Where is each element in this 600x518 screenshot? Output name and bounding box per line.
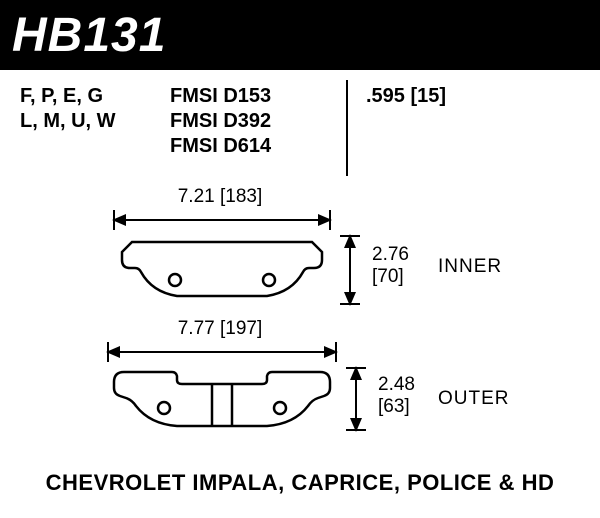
figure-area: 7.21 [183] 2.76 [70] INNER 7.77 [197] <box>0 190 600 470</box>
inner-width-mm: [183] <box>220 186 262 207</box>
footer-title: CHEVROLET IMPALA, CAPRICE, POLICE & HD <box>0 470 600 496</box>
compounds-line-1: F, P, E, G <box>20 84 170 109</box>
fmsi-1: FMSI D153 <box>170 84 340 109</box>
part-number: HB131 <box>12 8 166 63</box>
inner-side-label: INNER <box>438 256 502 278</box>
outer-side-label: OUTER <box>438 388 510 410</box>
inner-height-mm: [70] <box>372 266 409 288</box>
outer-height-arrow <box>344 366 368 432</box>
outer-width-arrow <box>106 340 338 364</box>
fmsi-column: FMSI D153 FMSI D392 FMSI D614 <box>170 84 340 159</box>
inner-height-arrow <box>338 234 362 306</box>
fmsi-3: FMSI D614 <box>170 134 340 159</box>
outer-width-label: 7.77 [197] <box>155 318 285 340</box>
vertical-divider <box>346 80 348 176</box>
inner-width-in: 7.21 <box>178 186 215 207</box>
inner-width-arrow <box>112 208 332 232</box>
inner-width-label: 7.21 [183] <box>155 186 285 208</box>
inner-pad-drawing <box>117 234 327 304</box>
header-bar: HB131 <box>0 0 600 70</box>
outer-width-mm: [197] <box>220 318 262 339</box>
outer-pad-drawing <box>112 366 334 432</box>
spec-row: F, P, E, G L, M, U, W FMSI D153 FMSI D39… <box>0 70 600 180</box>
compounds-line-2: L, M, U, W <box>20 109 170 134</box>
inner-height-in: 2.76 <box>372 244 409 266</box>
inner-height-label: 2.76 [70] <box>372 244 409 288</box>
thickness-column: .595 [15] <box>366 84 446 109</box>
compounds-column: F, P, E, G L, M, U, W <box>20 84 170 134</box>
fmsi-2: FMSI D392 <box>170 109 340 134</box>
outer-height-label: 2.48 [63] <box>378 374 415 418</box>
thickness-value: .595 [15] <box>366 84 446 109</box>
outer-height-in: 2.48 <box>378 374 415 396</box>
outer-width-in: 7.77 <box>178 318 215 339</box>
outer-height-mm: [63] <box>378 396 415 418</box>
